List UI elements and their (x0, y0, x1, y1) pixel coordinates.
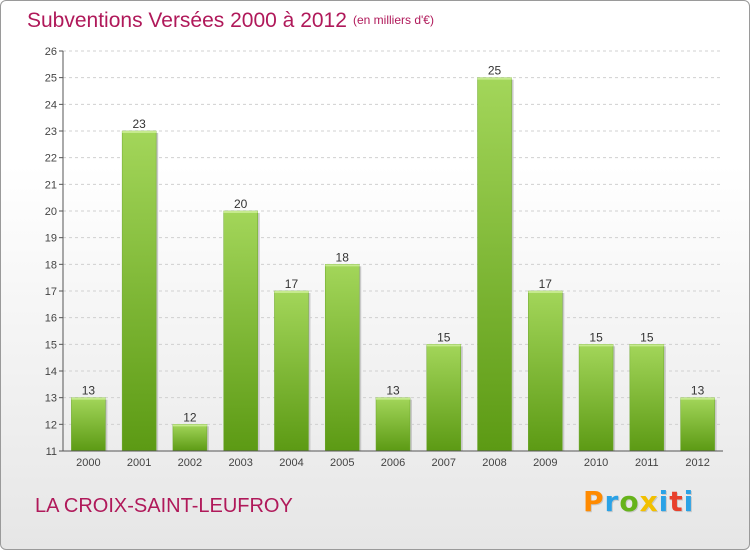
y-tick-label: 24 (45, 99, 57, 111)
x-tick-label: 2010 (584, 457, 608, 469)
proxiti-logo: Proxiti (583, 485, 695, 518)
value-label: 15 (589, 330, 603, 344)
value-label: 13 (691, 384, 705, 398)
y-tick-label: 23 (45, 126, 57, 138)
bar-2004 (274, 290, 309, 452)
y-tick-label: 15 (45, 339, 57, 351)
bar-highlight (477, 77, 512, 80)
x-tick-label: 2007 (432, 457, 456, 469)
bar-2005 (324, 264, 360, 452)
value-label: 18 (336, 250, 350, 264)
value-labels: 13 23 12 20 17 18 13 15 25 17 15 15 13 (82, 64, 705, 425)
value-label: 23 (132, 117, 146, 131)
value-label: 17 (285, 277, 299, 291)
bar-highlight (122, 131, 157, 133)
y-tick-label: 21 (45, 179, 57, 191)
y-tick-label: 25 (45, 73, 57, 85)
commune-name: LA CROIX-SAINT-LEUFROY (35, 495, 293, 517)
bar-2007 (426, 344, 462, 452)
y-tick-label: 20 (45, 206, 57, 218)
y-tick-label: 16 (45, 313, 57, 325)
bar-2008 (477, 77, 512, 452)
bar-2012 (680, 397, 715, 452)
y-tick-label: 22 (45, 153, 57, 165)
value-label: 15 (437, 330, 451, 344)
x-tick-label: 2002 (178, 457, 202, 469)
bar-highlight (426, 344, 461, 347)
y-tick-label: 18 (45, 259, 57, 271)
bar-highlight (629, 344, 664, 347)
bars (71, 77, 717, 452)
bar-2006 (375, 397, 411, 452)
bar-2000 (71, 397, 106, 452)
y-tick-label: 12 (45, 419, 57, 431)
bar-2010 (578, 344, 614, 452)
bar-2009 (528, 290, 563, 452)
unit-note: (en milliers d'€) (353, 13, 434, 27)
x-tick-labels: 2000 2001 2002 2003 2004 2005 2006 2007 2008 2009… (76, 457, 710, 469)
x-tick-label: 2005 (330, 457, 354, 469)
bar-highlight (274, 291, 309, 293)
axes (62, 51, 723, 452)
x-tick-label: 2011 (635, 457, 659, 469)
chart-title: Subventions Versées 2000 à 2012 (27, 9, 347, 32)
x-tick-label: 2012 (685, 457, 709, 469)
value-label: 25 (488, 64, 502, 78)
x-tick-label: 2009 (533, 457, 557, 469)
bar-highlight (579, 344, 614, 347)
y-tick-labels: 11 12 13 14 15 16 17 18 19 20 21 22 23 24 25 26 (45, 46, 57, 458)
value-label: 15 (640, 330, 654, 344)
y-tick-label: 26 (45, 46, 57, 58)
y-tick-label: 17 (45, 286, 57, 298)
y-tick-label: 14 (45, 366, 57, 378)
bar-2011 (629, 344, 665, 452)
bar-highlight (680, 397, 715, 400)
bar-highlight (376, 397, 410, 400)
x-tick-label: 2001 (127, 457, 151, 469)
y-tick-label: 13 (45, 393, 57, 405)
bar-2003 (223, 210, 258, 452)
x-tick-label: 2000 (76, 457, 100, 469)
bar-2002 (172, 424, 208, 452)
value-label: 12 (183, 410, 197, 424)
value-label: 13 (386, 384, 400, 398)
value-label: 13 (82, 384, 96, 398)
bar-highlight (528, 291, 563, 293)
value-label: 20 (234, 197, 248, 211)
bar-highlight (71, 397, 106, 400)
bar-highlight (325, 264, 360, 267)
value-label: 17 (539, 277, 553, 291)
y-tick-label: 11 (46, 446, 57, 458)
bar-highlight (172, 424, 207, 427)
bar-2001 (121, 130, 157, 452)
x-tick-label: 2006 (381, 457, 405, 469)
y-tick-label: 19 (45, 233, 57, 245)
bar-highlight (223, 211, 258, 213)
x-tick-label: 2004 (279, 457, 303, 469)
x-tick-label: 2008 (482, 457, 506, 469)
x-tick-label: 2003 (228, 457, 252, 469)
